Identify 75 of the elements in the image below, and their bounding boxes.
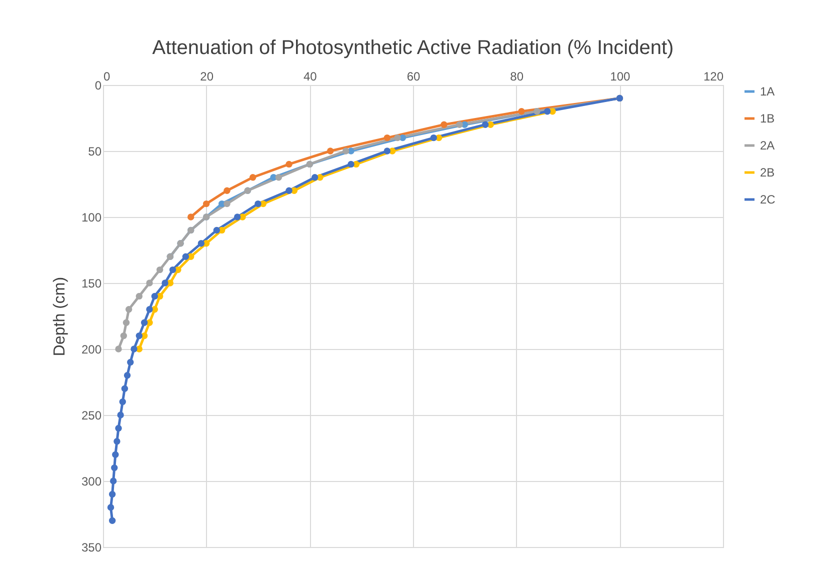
legend-label: 2A [760,138,775,152]
x-tick-label: 60 [406,70,420,84]
point [111,464,118,472]
point [249,174,256,181]
point [518,108,525,115]
point [120,332,128,340]
y-tick-label: 100 [81,210,102,224]
x-tick-label: 80 [510,70,524,84]
x-tick-label: 20 [200,70,214,84]
point [326,148,334,154]
point [275,174,282,181]
point [430,134,438,142]
point [348,160,354,168]
y-tick-label: 350 [81,540,102,554]
point [440,121,448,128]
point [456,121,463,128]
point [286,187,292,194]
x-tick-label: 100 [610,70,630,84]
point [202,200,210,208]
point [108,517,116,524]
point [156,266,164,274]
point [130,346,138,352]
point [384,148,391,154]
point [110,478,117,484]
chart-title: Attenuation of Photosynthetic Active Radiation (% Incident) [152,37,674,59]
legend-label: 2C [760,192,776,206]
point [121,385,128,392]
point [234,214,241,220]
point [162,280,168,286]
point [146,280,153,286]
point [115,346,122,352]
y-tick-label: 300 [81,474,102,488]
point [108,490,116,498]
point [213,226,220,234]
y-tick-label: 150 [81,276,102,290]
point [114,438,120,445]
point [146,306,153,313]
point [115,424,122,432]
point [151,292,158,300]
point [224,187,230,194]
point [136,332,143,340]
x-tick-label: 120 [703,70,724,84]
point [107,504,114,511]
point [140,319,148,326]
point [112,451,119,458]
point [286,160,292,168]
point [544,108,551,115]
point [394,134,401,142]
y-axis-title: Depth (cm) [51,276,68,356]
point [117,412,124,418]
legend-label: 1B [760,112,775,126]
point [125,306,132,313]
point [182,253,190,260]
point [187,214,194,220]
point [482,121,489,128]
y-tick-label: 0 [94,78,102,92]
y-tick-label: 200 [81,342,102,356]
y-tick-label: 50 [88,144,102,158]
point [342,148,350,154]
point [122,319,130,326]
point [198,240,205,247]
x-tick-label: 0 [104,70,110,84]
legend-label: 1A [760,84,775,98]
point [124,372,131,379]
point [384,134,391,142]
point [254,200,262,208]
point [311,174,318,181]
y-tick-label: 250 [81,408,102,422]
point [224,200,230,208]
point [119,398,126,406]
point [169,266,176,274]
legend-label: 2B [760,166,775,180]
x-tick-label: 40 [303,70,318,84]
point [136,292,143,300]
point [127,358,134,366]
